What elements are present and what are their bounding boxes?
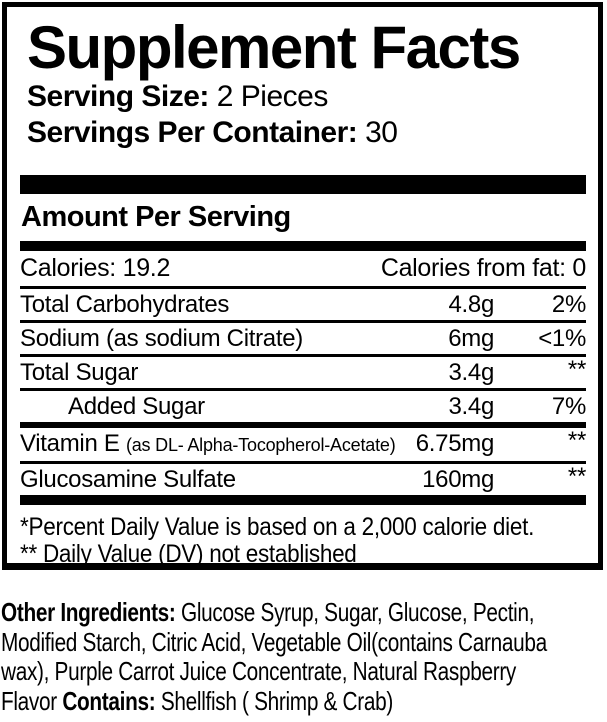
contains-value: Shellfish ( Shrimp & Crab) [160,685,393,716]
separator-bar-thick [20,175,586,194]
nutrient-daily-value: 2% [551,291,586,318]
nutrient-amount: 6.75mg [415,430,495,457]
nutrient-row-total-sugar: Total Sugar 3.4g ** [20,357,586,391]
supplement-facts-panel: Supplement Facts Serving Size: 2 Pieces … [2,2,603,570]
serving-size-value: 2 Pieces [216,80,329,113]
calories-from-fat-value: Calories from fat: 0 [380,254,586,282]
other-ingredients-text: Other Ingredients: Glucose Syrup, Sugar,… [1,597,607,717]
nutrient-daily-value: 7% [551,393,586,420]
panel-title: Supplement Facts [27,14,521,81]
nutrient-amount: 160mg [422,466,494,493]
nutrient-name: Added Sugar [68,393,205,420]
nutrient-amount: 3.4g [448,359,494,386]
other-ingredients-line-1: Other Ingredients: Glucose Syrup, Sugar,… [1,597,607,628]
calories-row: Calories: 19.2 Calories from fat: 0 [20,251,586,289]
amount-per-serving-heading: Amount Per Serving [21,201,291,233]
nutrient-name-detail: (as DL- Alpha-Tocopherol-Acetate) [125,435,396,455]
servings-per-container-line: Servings Per Container: 30 [27,115,586,151]
other-ingredients-label: Other Ingredients: [1,597,176,627]
nutrient-row-sodium: Sodium (as sodium Citrate) 6mg <1% [20,323,586,357]
nutrient-row-total-carbohydrates: Total Carbohydrates 4.8g 2% [20,289,586,323]
nutrient-daily-value: <1% [538,325,586,352]
nutrient-row-added-sugar: Added Sugar 3.4g 7% [20,391,586,428]
nutrient-amount: 6mg [448,325,494,352]
other-ingredients-line-3: wax), Purple Carrot Juice Concentrate, N… [1,656,517,686]
separator-bar-medium-bottom [20,495,586,505]
flavor-text: Flavor [1,685,57,716]
nutrient-name: Total Carbohydrates [20,291,230,318]
nutrient-name-main: Vitamin E [20,430,120,457]
contains-label: Contains: [62,685,156,716]
nutrient-daily-value: ** [567,463,586,490]
nutrient-name: Total Sugar [20,359,139,386]
calories-value: Calories: 19.2 [20,254,171,282]
nutrient-amount: 4.8g [448,291,494,318]
nutrient-name: Glucosamine Sulfate [20,466,236,493]
serving-size-line: Serving Size: 2 Pieces [27,79,586,115]
nutrient-name: Sodium (as sodium Citrate) [20,325,303,352]
nutrient-daily-value: ** [567,356,586,383]
servings-per-container-label: Servings Per Container: [27,116,358,149]
nutrient-name: Vitamin E (as DL- Alpha-Tocopherol-Aceta… [20,431,404,458]
footnote-dv-not-established: ** Daily Value (DV) not established [20,540,357,568]
nutrient-daily-value: ** [567,427,586,454]
nutrient-row-glucosamine-sulfate: Glucosamine Sulfate 160mg ** [20,464,586,495]
nutrient-row-vitamin-e: Vitamin E (as DL- Alpha-Tocopherol-Aceta… [20,428,586,464]
footnotes: *Percent Daily Value is based on a 2,000… [20,505,578,568]
servings-per-container-value: 30 [365,116,398,149]
footnote-percent-daily-value: *Percent Daily Value is based on a 2,000… [20,513,535,541]
other-ingredients-line-2: Modified Starch, Citric Acid, Vegetable … [1,626,547,657]
other-ingredients-line-1-rest: Glucose Syrup, Sugar, Glucose, Pectin, [180,597,535,627]
serving-size-label: Serving Size: [27,80,209,113]
separator-bar-medium [20,241,586,251]
other-ingredients-line-4: Flavor Contains: Shellfish ( Shrimp & Cr… [1,685,607,717]
nutrient-amount: 3.4g [448,393,494,420]
